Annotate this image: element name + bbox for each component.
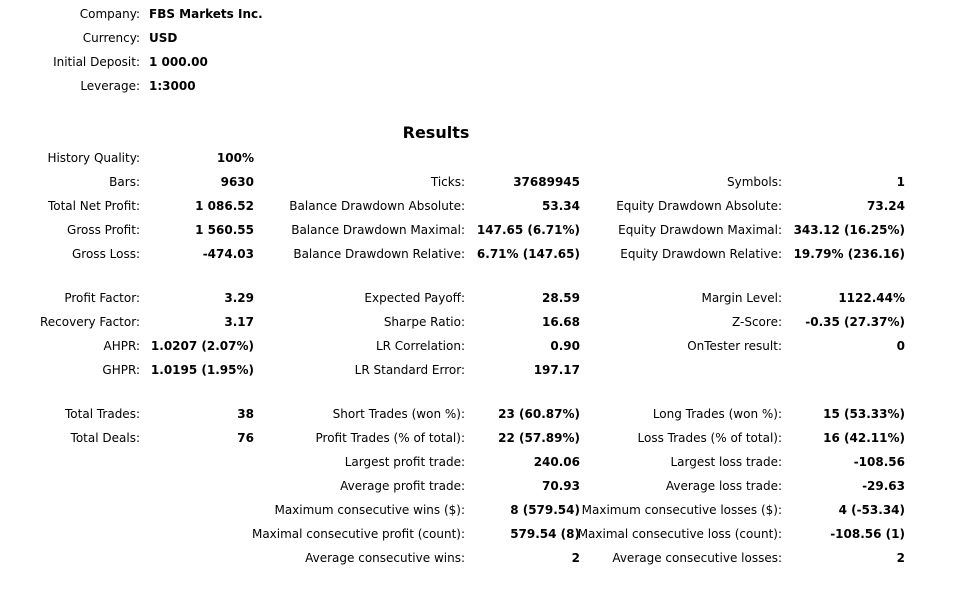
stat-label: Total Trades:: [65, 407, 140, 421]
stat-label: Average profit trade:: [340, 479, 465, 493]
stat-label: History Quality:: [47, 151, 140, 165]
stat-label: Bars:: [109, 175, 140, 189]
stat-value: 1122.44%: [838, 291, 905, 305]
stat-value: 70.93: [542, 479, 580, 493]
stat-label: Average consecutive losses:: [612, 551, 782, 565]
stat-value: -108.56: [853, 455, 905, 469]
stat-value: 100%: [216, 151, 254, 165]
stat-label: Long Trades (won %):: [652, 407, 782, 421]
header-value: 1 000.00: [149, 55, 208, 69]
header-label: Leverage:: [80, 79, 140, 93]
stat-value: 1.0195 (1.95%): [150, 363, 254, 377]
stat-value: 73.24: [867, 199, 905, 213]
stat-value: 53.34: [542, 199, 580, 213]
stat-label: Maximal consecutive profit (count):: [251, 527, 465, 541]
stat-label: Maximum consecutive wins ($):: [274, 503, 465, 517]
stat-value: 1 560.55: [195, 223, 254, 237]
stat-label: Expected Payoff:: [364, 291, 465, 305]
stat-label: LR Standard Error:: [354, 363, 465, 377]
stat-value: 1 086.52: [195, 199, 254, 213]
header-label: Company:: [79, 7, 140, 21]
stat-value: 16 (42.11%): [823, 431, 905, 445]
stat-value: 76: [237, 431, 254, 445]
header-value: FBS Markets Inc.: [149, 7, 263, 21]
stat-label: Equity Drawdown Relative:: [620, 247, 782, 261]
stat-label: Profit Trades (% of total):: [315, 431, 465, 445]
stat-value: 579.54 (8): [510, 527, 580, 541]
stat-value: 3.29: [224, 291, 254, 305]
stat-value: 0: [896, 339, 905, 353]
stat-value: 22 (57.89%): [498, 431, 580, 445]
stat-value: 15 (53.33%): [823, 407, 905, 421]
stat-label: Loss Trades (% of total):: [637, 431, 783, 445]
stat-label: Maximum consecutive losses ($):: [581, 503, 782, 517]
stat-value: 28.59: [542, 291, 580, 305]
stat-label: Recovery Factor:: [39, 315, 140, 329]
stat-value: 23 (60.87%): [498, 407, 580, 421]
stat-label: Largest profit trade:: [344, 455, 465, 469]
stat-value: 4 (-53.34): [838, 503, 905, 517]
stat-label: Largest loss trade:: [670, 455, 782, 469]
header-label: Currency:: [82, 31, 140, 45]
stat-label: Balance Drawdown Maximal:: [291, 223, 465, 237]
stat-label: Short Trades (won %):: [332, 407, 465, 421]
stat-value: -474.03: [202, 247, 254, 261]
stat-label: Gross Profit:: [67, 223, 140, 237]
stat-label: Symbols:: [727, 175, 782, 189]
stat-value: 38: [237, 407, 254, 421]
stat-label: Equity Drawdown Maximal:: [618, 223, 782, 237]
stat-label: Total Net Profit:: [47, 199, 140, 213]
stat-value: 0.90: [550, 339, 580, 353]
stat-value: 16.68: [542, 315, 580, 329]
stat-value: 2: [896, 551, 905, 565]
stat-value: 1.0207 (2.07%): [150, 339, 254, 353]
stat-value: 8 (579.54): [510, 503, 580, 517]
stat-value: -29.63: [862, 479, 905, 493]
stat-label: Balance Drawdown Absolute:: [289, 199, 465, 213]
stat-value: 6.71% (147.65): [476, 247, 580, 261]
stat-value: -108.56 (1): [830, 527, 905, 541]
stat-value: 147.65 (6.71%): [476, 223, 580, 237]
stat-value: 343.12 (16.25%): [793, 223, 905, 237]
stat-value: 9630: [220, 175, 254, 189]
stat-label: Sharpe Ratio:: [383, 315, 465, 329]
stat-label: LR Correlation:: [375, 339, 465, 353]
stat-value: 37689945: [513, 175, 580, 189]
stat-label: Average consecutive wins:: [305, 551, 465, 565]
stat-label: GHPR:: [102, 363, 140, 377]
stat-label: Average loss trade:: [665, 479, 782, 493]
stat-label: Ticks:: [430, 175, 465, 189]
stat-label: Profit Factor:: [64, 291, 140, 305]
header-value: USD: [149, 31, 178, 45]
stat-value: 240.06: [533, 455, 580, 469]
stat-label: Z-Score:: [732, 315, 782, 329]
stat-label: Maximal consecutive loss (count):: [577, 527, 782, 541]
stat-label: Equity Drawdown Absolute:: [616, 199, 782, 213]
results-title: Results: [402, 123, 470, 142]
stat-value: 1: [896, 175, 905, 189]
header-label: Initial Deposit:: [53, 55, 140, 69]
stat-label: Balance Drawdown Relative:: [293, 247, 465, 261]
stat-label: AHPR:: [103, 339, 140, 353]
stat-value: -0.35 (27.37%): [805, 315, 905, 329]
stat-label: Gross Loss:: [72, 247, 140, 261]
stat-value: 3.17: [224, 315, 254, 329]
header-value: 1:3000: [149, 79, 196, 93]
stat-label: Total Deals:: [70, 431, 140, 445]
stat-label: Margin Level:: [701, 291, 782, 305]
stat-value: 19.79% (236.16): [793, 247, 905, 261]
stat-label: OnTester result:: [687, 339, 782, 353]
stat-value: 2: [571, 551, 580, 565]
stat-value: 197.17: [533, 363, 580, 377]
